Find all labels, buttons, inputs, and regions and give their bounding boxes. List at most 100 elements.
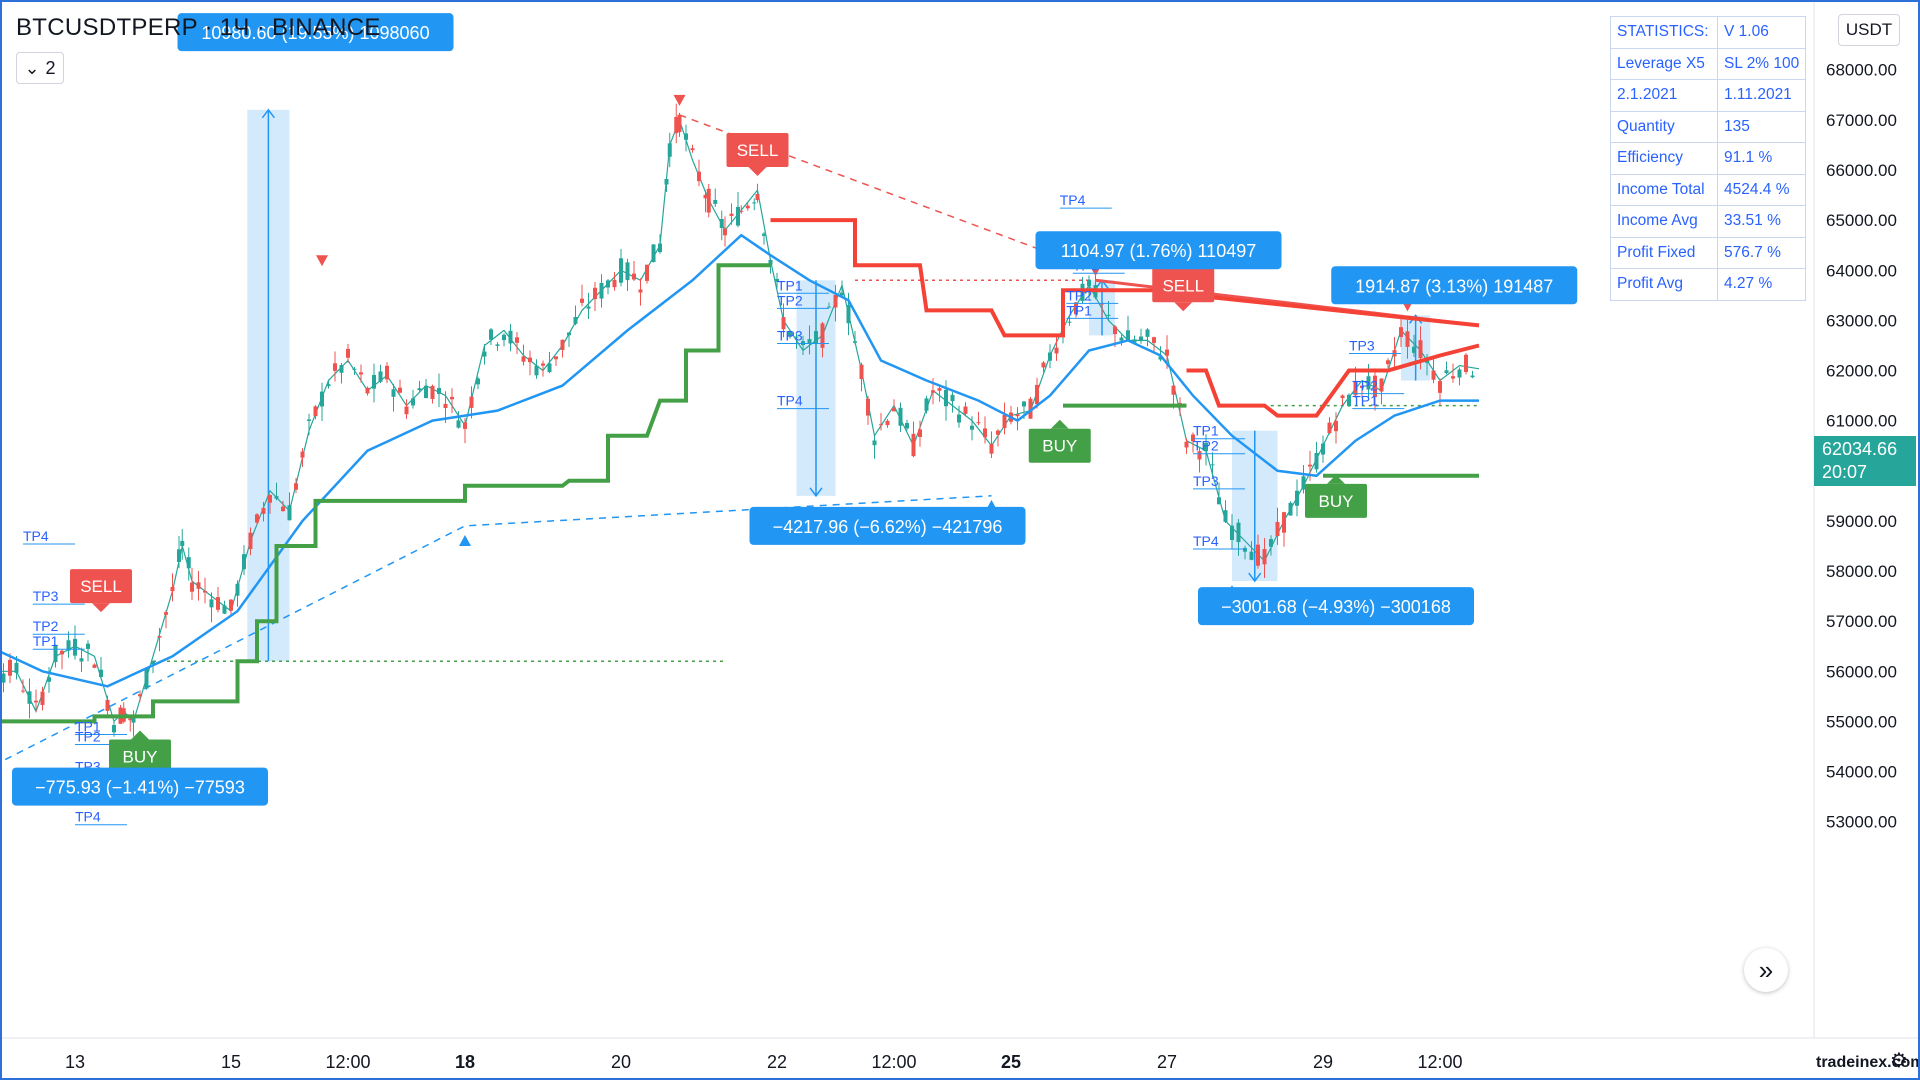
stats-value: 91.1 % <box>1716 142 1807 175</box>
candle-body <box>840 292 844 296</box>
candle-body <box>14 662 19 673</box>
candle-body <box>1470 375 1475 378</box>
signal-triangle <box>316 255 328 267</box>
candle-body <box>619 258 623 283</box>
y-tick-label: 65000.00 <box>1826 211 1897 230</box>
candle-body <box>1379 378 1384 392</box>
signal-pointer <box>1050 419 1069 429</box>
candle-body <box>1464 354 1468 372</box>
candle-body <box>931 390 935 393</box>
candle-body <box>216 597 220 610</box>
candle-body <box>911 433 916 457</box>
candle-body <box>755 194 760 200</box>
scroll-to-realtime-button[interactable]: » <box>1744 948 1788 992</box>
collapse-indicators-button[interactable]: ⌄ 2 <box>16 52 64 84</box>
candle-body <box>1015 414 1020 417</box>
candle-body <box>638 289 643 293</box>
tp-label: TP4 <box>777 393 803 409</box>
candle-body <box>1139 336 1143 342</box>
candle-body <box>79 658 84 662</box>
candle-body <box>1080 283 1085 302</box>
tp-label: TP1 <box>1193 423 1219 439</box>
candle-body <box>1126 330 1130 341</box>
currency-badge[interactable]: USDT <box>1838 14 1900 46</box>
x-tick-label: 20 <box>611 1052 631 1072</box>
candle-body <box>170 587 175 592</box>
stats-row: Efficiency 91.1 % <box>1610 142 1807 175</box>
trailing-stop-line <box>2 263 771 724</box>
candle-body <box>463 422 467 429</box>
candle-body <box>281 506 285 512</box>
candle-body <box>872 440 877 446</box>
candle-body <box>1282 512 1286 533</box>
candle-body <box>1308 464 1312 467</box>
candle-body <box>443 403 448 409</box>
candle-body <box>1451 376 1455 379</box>
candle-body <box>645 264 649 281</box>
candle-body <box>242 554 246 570</box>
y-tick-label: 57000.00 <box>1826 612 1897 631</box>
candle-body <box>1347 394 1351 406</box>
candle-body <box>313 406 318 417</box>
stats-value: 576.7 % <box>1716 236 1807 269</box>
candle-body <box>1334 421 1338 432</box>
signal-box <box>726 132 789 167</box>
double-chevron-right-icon: » <box>1758 954 1774 985</box>
candle-body <box>1158 356 1163 360</box>
candle-body <box>73 638 77 656</box>
stats-value: 33.51 % <box>1716 205 1807 238</box>
candle-body <box>528 357 532 363</box>
candle-body <box>450 396 454 400</box>
candle-body <box>580 298 584 303</box>
candle-body <box>586 306 591 309</box>
stats-key: Leverage X5 <box>1610 47 1718 80</box>
stats-key: Profit Fixed <box>1610 236 1718 269</box>
x-tick-label: 27 <box>1157 1052 1177 1072</box>
candle-body <box>437 387 441 394</box>
candle-body <box>723 228 727 236</box>
candle-body <box>99 669 103 678</box>
stats-value: 4.27 % <box>1716 268 1807 301</box>
measure-label: −4217.96 (−6.62%) −421796 <box>773 517 1003 537</box>
candle-body <box>21 690 25 692</box>
candle-body <box>1301 476 1306 490</box>
trend-line <box>679 114 1096 272</box>
stats-key: 2.1.2021 <box>1610 79 1718 112</box>
y-tick-label: 53000.00 <box>1826 813 1897 832</box>
x-tick-label: 29 <box>1313 1052 1333 1072</box>
candle-body <box>1165 349 1169 356</box>
candle-body <box>736 206 740 226</box>
candle-body <box>898 407 903 426</box>
y-tick-label: 68000.00 <box>1826 61 1897 80</box>
candle-body <box>255 514 259 523</box>
measure-label-box <box>12 767 268 806</box>
y-tick-label: 64000.00 <box>1826 261 1897 280</box>
candle-body <box>105 699 110 711</box>
candle-body <box>235 583 240 596</box>
y-tick-label: 66000.00 <box>1826 161 1897 180</box>
candle-body <box>1373 375 1377 398</box>
candle-body <box>703 194 708 199</box>
candle-body <box>1444 370 1449 374</box>
tp-label: TP2 <box>777 292 803 308</box>
candle-body <box>651 244 656 263</box>
signal-box <box>70 569 132 604</box>
stats-row: 2.1.2021 1.11.2021 <box>1610 79 1807 112</box>
settings-gear-icon[interactable]: ⚙ <box>1890 1050 1908 1072</box>
candle-body <box>66 640 71 651</box>
candle-body <box>424 385 428 399</box>
candle-body <box>989 444 994 454</box>
candle-body <box>372 374 376 389</box>
candle-body <box>411 398 415 406</box>
candle-body <box>950 394 955 402</box>
candle-body <box>248 532 253 550</box>
candle-body <box>391 389 396 397</box>
x-tick-label: 12:00 <box>871 1052 916 1072</box>
candle-body <box>664 179 669 185</box>
signal-label: BUY <box>1042 437 1077 456</box>
candle-body <box>1028 398 1033 419</box>
signal-box <box>1152 268 1215 303</box>
stats-row: Leverage X5 SL 2% 100 <box>1610 47 1807 80</box>
